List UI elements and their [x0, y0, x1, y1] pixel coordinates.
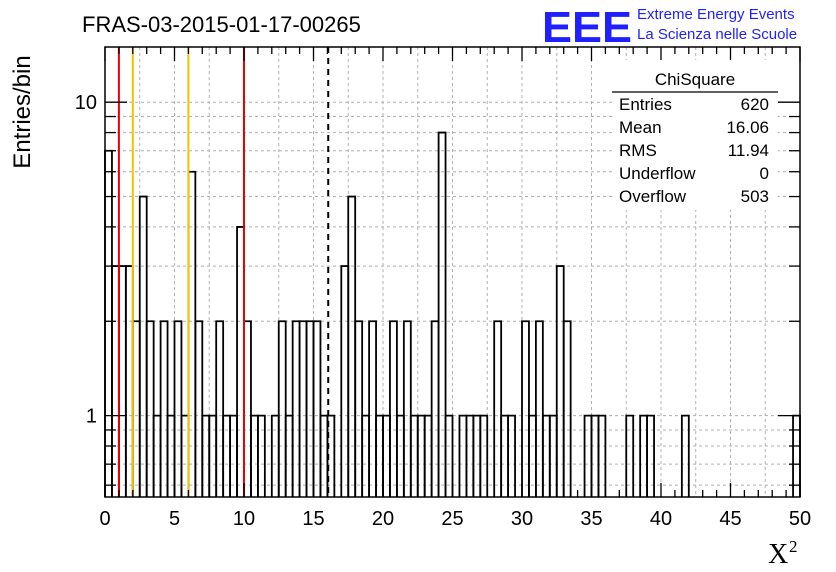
x-tick-label: 10: [233, 508, 255, 530]
x-tick-label: 40: [650, 508, 672, 530]
x-axis-title: X 2: [768, 537, 798, 570]
histogram-bin: [535, 320, 544, 497]
histogram-bin: [646, 414, 655, 497]
stats-overflow-value: 503: [741, 187, 769, 206]
stats-box: ChiSquare Entries 620 Mean 16.06 RMS 11.…: [612, 60, 778, 210]
histogram-bin: [368, 320, 377, 497]
histogram-bin: [402, 320, 412, 497]
histogram-bin: [507, 414, 516, 497]
x-tick-label: 50: [789, 508, 811, 530]
x-tick-label: 45: [719, 508, 741, 530]
stats-box-background: [612, 60, 778, 210]
reference-lines-layer: [117, 47, 330, 497]
x-tick-label: 5: [169, 508, 180, 530]
x-tick-label: 35: [580, 508, 602, 530]
histogram-bin: [493, 320, 503, 497]
x-tick-label: 0: [99, 508, 110, 530]
axis-ticks-layer: 0 5 10 15 20 25 30 35 40 45 50 1 10: [75, 47, 811, 530]
histogram-bin: [257, 414, 266, 497]
histogram-bin: [145, 320, 155, 497]
x-axis-title-superscript: 2: [789, 537, 798, 556]
eee-logo-line2: La Scienza nelle Scuole: [637, 26, 797, 43]
stats-entries-label: Entries: [619, 95, 672, 114]
histogram-bin: [277, 320, 287, 497]
histogram-bin: [312, 320, 322, 497]
x-axis-title-main: X: [768, 539, 788, 570]
x-tick-label: 25: [441, 508, 463, 530]
x-tick-label: 30: [511, 508, 533, 530]
histogram-bin: [389, 320, 398, 497]
stats-rms-label: RMS: [619, 141, 657, 160]
histogram-bin: [680, 414, 690, 497]
stats-mean-label: Mean: [619, 118, 662, 137]
stats-underflow-value: 0: [760, 164, 769, 183]
y-axis-title: Entries/bin: [9, 55, 36, 168]
stats-rms-value: 11.94: [728, 141, 769, 160]
stats-overflow-label: Overflow: [619, 187, 687, 206]
eee-logo-mark: EEE: [542, 3, 632, 52]
y-tick-label: 10: [75, 92, 97, 114]
histogram-bin: [625, 414, 635, 497]
histogram-bin: [597, 414, 607, 497]
chart-title: FRAS-03-2015-01-17-00265: [82, 12, 361, 37]
histogram-bin: [479, 414, 489, 497]
y-tick-label: 1: [86, 406, 97, 428]
histogram-bin: [521, 320, 530, 497]
histogram-bin: [354, 320, 364, 497]
stats-mean-value: 16.06: [726, 118, 769, 137]
eee-logo: EEE Extreme Energy Events La Scienza nel…: [542, 3, 797, 52]
stats-entries-value: 620: [741, 95, 769, 114]
histogram-bin: [437, 131, 447, 497]
x-tick-label: 15: [302, 508, 324, 530]
histogram-bin: [194, 320, 204, 497]
eee-logo-line1: Extreme Energy Events: [637, 6, 795, 23]
histogram-bin: [562, 320, 572, 497]
histogram-bin: [173, 320, 183, 497]
histogram-bin: [215, 320, 225, 497]
histogram-bin: [444, 414, 454, 497]
stats-underflow-label: Underflow: [619, 164, 696, 183]
x-tick-label: 20: [372, 508, 394, 530]
stats-box-title: ChiSquare: [655, 70, 735, 89]
histogram-bin: [159, 320, 169, 497]
